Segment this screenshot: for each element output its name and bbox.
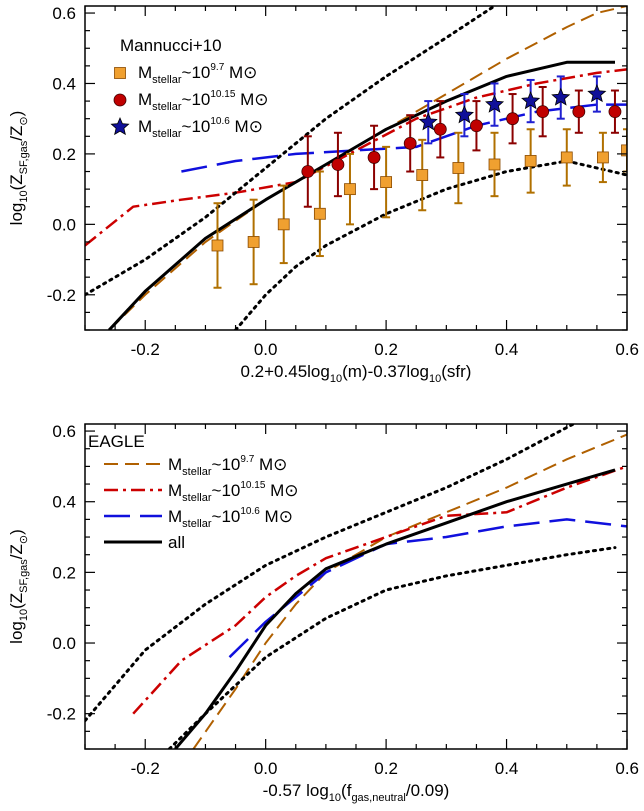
top-series-8-point xyxy=(454,105,474,124)
bottom-xtick-label: 0.4 xyxy=(495,759,519,778)
top-ytick-label: 0.0 xyxy=(52,215,76,234)
bottom-series-2-line xyxy=(228,518,627,659)
top-series-7-point xyxy=(433,122,447,136)
top-series-6-point xyxy=(416,169,429,181)
top-series-7-point xyxy=(572,105,586,119)
top-ytick-label: 0.6 xyxy=(52,4,76,23)
bottom-legend-title: EAGLE xyxy=(88,432,145,451)
bottom-xtick-label: 0.0 xyxy=(254,759,278,778)
top-xlabel: 0.2+0.45log10(m)-0.37log10(sfr) xyxy=(241,362,472,385)
top-series-4-line xyxy=(85,6,498,297)
bottom-legend: EAGLE Mstellar~109.7 M⊙Mstellar~1010.15 M… xyxy=(88,432,299,552)
bottom-ytick-label: -0.2 xyxy=(47,705,76,724)
top-series-7-point xyxy=(301,165,315,178)
top-series-7-point xyxy=(506,112,519,126)
bottom-series-5-line xyxy=(167,546,617,749)
top-ytick-label: 0.4 xyxy=(52,74,76,93)
top-series-7-point xyxy=(367,151,381,164)
top-legend-marker xyxy=(114,67,126,79)
top-series-6-point xyxy=(344,183,356,196)
top-legend-marker xyxy=(113,93,127,107)
top-ytick-label: -0.2 xyxy=(47,286,76,305)
top-legend-marker xyxy=(110,116,130,136)
top-series-6-point xyxy=(313,207,326,220)
top-legend-title: Mannucci+10 xyxy=(120,36,222,55)
bottom-xtick-label: 0.2 xyxy=(374,759,398,778)
top-series-6-point xyxy=(597,151,609,164)
top-ytick-label: 0.2 xyxy=(52,145,76,164)
bottom-xlabel: -0.57 log10(fgas,neutral/0.09) xyxy=(263,781,450,804)
bottom-series-0-line xyxy=(192,433,627,749)
bottom-legend-entry: Mstellar~1010.15 M⊙ xyxy=(168,480,299,504)
top-ylabel: log10(ZSF,gas/Z⊙) xyxy=(7,111,30,226)
bottom-plot-area xyxy=(85,424,627,749)
panel-bottom: -0.2 0.0 0.2 0.4 0.6 -0.2 0.0 0.2 0.4 0.6 log10(ZS… xyxy=(7,422,639,804)
top-series-8-point xyxy=(587,83,607,103)
top-series-7-point xyxy=(536,105,550,119)
bottom-ylabel: log10(ZSF,gas/Z⊙) xyxy=(7,529,30,644)
top-plot-area xyxy=(85,6,627,330)
top-series-7-point xyxy=(608,105,622,119)
top-series-6-point xyxy=(524,155,537,167)
top-series-3-line xyxy=(108,60,615,330)
bottom-ytick-label: 0.2 xyxy=(52,563,76,582)
top-xtick-label: 0.2 xyxy=(374,340,398,359)
top-series-5-line xyxy=(234,159,627,330)
top-series-8-point xyxy=(485,94,505,113)
top-series-1-line xyxy=(85,68,627,247)
bottom-ytick-label: 0.0 xyxy=(52,634,76,653)
top-series-6-point xyxy=(211,239,224,252)
bottom-ytick-label: 0.4 xyxy=(52,493,76,512)
top-legend-entry: Mstellar~1010.15 M⊙ xyxy=(138,89,269,113)
top-xtick-label: 0.0 xyxy=(254,340,278,359)
bottom-legend-entry: Mstellar~109.7 M⊙ xyxy=(168,454,287,478)
top-series-6-point xyxy=(247,236,260,248)
bottom-ytick-label: 0.6 xyxy=(52,422,76,441)
top-legend-entry: Mstellar~1010.6 M⊙ xyxy=(138,116,263,140)
bottom-xtick-label: 0.6 xyxy=(615,759,639,778)
bottom-series-1-line xyxy=(132,465,627,715)
top-series-6-point xyxy=(277,218,290,231)
top-series-7-point xyxy=(470,119,483,133)
bottom-series-3-line xyxy=(174,468,616,749)
top-legend-entry: Mstellar~109.7 M⊙ xyxy=(138,62,257,86)
top-series-8-point xyxy=(551,87,571,106)
bottom-axes-frame xyxy=(84,423,628,750)
bottom-legend-entry: all xyxy=(168,533,185,552)
panel-top: -0.2 0.0 0.2 0.4 0.6 -0.2 0.0 0.2 0.4 0.6 log10(ZS… xyxy=(7,4,639,385)
top-series-7-point xyxy=(331,158,345,171)
top-series-6-point xyxy=(452,162,465,174)
top-legend: Mannucci+10 Mstellar~109.7 M⊙ Mstellar~101… xyxy=(110,36,269,140)
top-series-6-point xyxy=(560,151,573,164)
top-series-8-point xyxy=(418,112,438,131)
top-series-6-point xyxy=(380,176,393,188)
top-xtick-label: -0.2 xyxy=(131,340,160,359)
top-series-6-point xyxy=(621,144,627,157)
bottom-series-4-line xyxy=(85,424,577,723)
bottom-xtick-label: -0.2 xyxy=(131,759,160,778)
top-xtick-label: 0.4 xyxy=(495,340,519,359)
bottom-legend-entry: Mstellar~1010.6 M⊙ xyxy=(168,506,293,530)
top-series-7-point xyxy=(403,136,417,150)
top-xtick-label: 0.6 xyxy=(615,340,639,359)
top-series-6-point xyxy=(488,158,501,171)
top-series-8-point xyxy=(521,91,541,110)
